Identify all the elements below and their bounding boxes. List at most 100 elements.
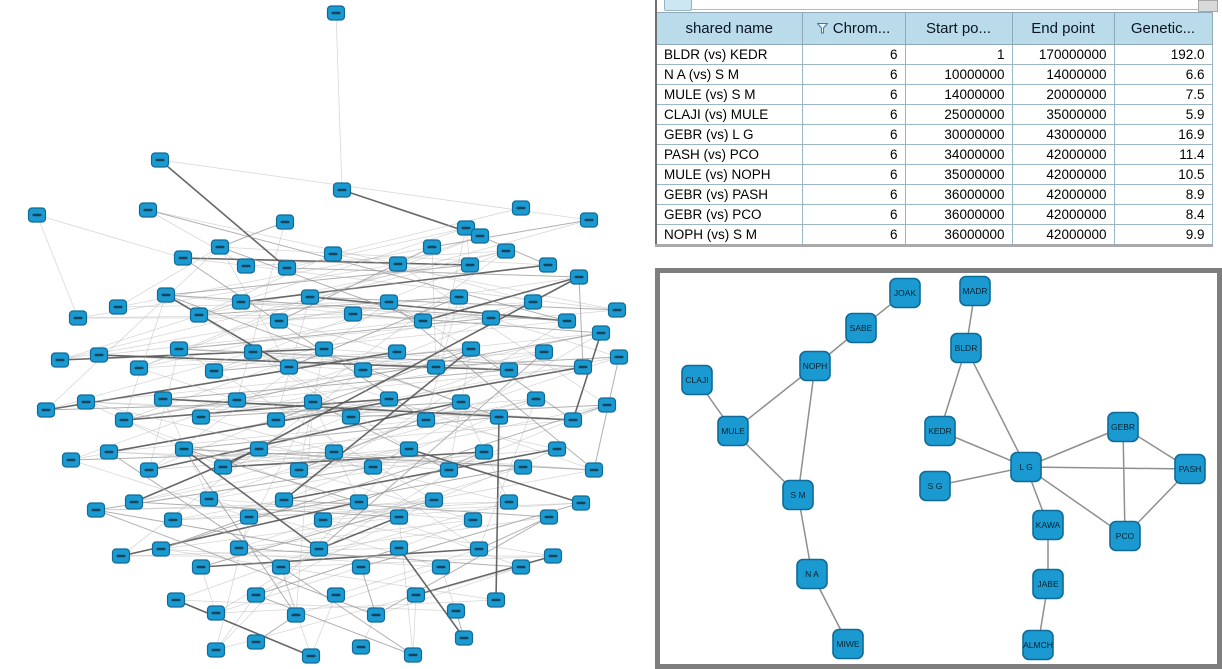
network-node[interactable] bbox=[249, 441, 269, 457]
table-row[interactable]: GEBR (vs) L G 6 30000000 43000000 16.9 bbox=[655, 124, 1213, 145]
network-node[interactable] bbox=[496, 243, 516, 259]
network-node[interactable] bbox=[286, 607, 306, 623]
network-node[interactable] bbox=[173, 250, 193, 266]
network-node[interactable] bbox=[301, 648, 321, 664]
network-node[interactable] bbox=[229, 540, 249, 556]
network-node[interactable] bbox=[486, 592, 506, 608]
network-node[interactable] bbox=[27, 207, 47, 223]
network-node[interactable] bbox=[239, 509, 259, 525]
table-row[interactable]: CLAJI (vs) MULE 6 25000000 35000000 5.9 bbox=[655, 104, 1213, 125]
network-node-pash[interactable]: PASH bbox=[1174, 453, 1206, 485]
network-node[interactable] bbox=[460, 257, 480, 273]
network-node[interactable] bbox=[449, 289, 469, 305]
network-node[interactable] bbox=[538, 257, 558, 273]
network-node[interactable] bbox=[213, 459, 233, 475]
network-node[interactable] bbox=[569, 269, 589, 285]
network-node[interactable] bbox=[539, 509, 559, 525]
network-node[interactable] bbox=[481, 310, 501, 326]
network-node-n-a[interactable]: N A bbox=[796, 558, 828, 590]
network-node[interactable] bbox=[456, 220, 476, 236]
network-node[interactable] bbox=[108, 299, 128, 315]
network-node[interactable] bbox=[313, 512, 333, 528]
network-node[interactable] bbox=[89, 347, 109, 363]
network-node[interactable] bbox=[266, 412, 286, 428]
network-node[interactable] bbox=[426, 359, 446, 375]
network-node[interactable] bbox=[597, 397, 617, 413]
network-node[interactable] bbox=[557, 313, 577, 329]
network-node-miwe[interactable]: MIWE bbox=[832, 628, 864, 660]
network-node[interactable] bbox=[416, 412, 436, 428]
network-node[interactable] bbox=[351, 639, 371, 655]
network-node[interactable] bbox=[607, 302, 627, 318]
network-node[interactable] bbox=[76, 394, 96, 410]
network-node[interactable] bbox=[227, 392, 247, 408]
network-node[interactable] bbox=[243, 344, 263, 360]
network-node[interactable] bbox=[579, 212, 599, 228]
network-node[interactable] bbox=[206, 642, 226, 658]
network-node[interactable] bbox=[326, 5, 346, 21]
network-node[interactable] bbox=[399, 441, 419, 457]
network-node-joak[interactable]: JOAK bbox=[889, 277, 921, 309]
network-node[interactable] bbox=[246, 634, 266, 650]
network-node[interactable] bbox=[573, 359, 593, 375]
network-node[interactable] bbox=[489, 409, 509, 425]
column-header-3[interactable]: End point bbox=[1011, 12, 1115, 45]
network-node-l-g[interactable]: L G bbox=[1010, 451, 1042, 483]
network-node-claji[interactable]: CLAJI bbox=[681, 364, 713, 396]
network-node[interactable] bbox=[236, 258, 256, 274]
network-node[interactable] bbox=[363, 459, 383, 475]
network-node[interactable] bbox=[591, 325, 611, 341]
table-row[interactable]: BLDR (vs) KEDR 6 1 170000000 192.0 bbox=[655, 44, 1213, 65]
network-node[interactable] bbox=[379, 294, 399, 310]
network-node-bldr[interactable]: BLDR bbox=[950, 332, 982, 364]
network-node[interactable] bbox=[543, 548, 563, 564]
network-node[interactable] bbox=[303, 394, 323, 410]
network-node[interactable] bbox=[246, 587, 266, 603]
network-node[interactable] bbox=[139, 462, 159, 478]
network-node[interactable] bbox=[153, 391, 173, 407]
network-node[interactable] bbox=[584, 462, 604, 478]
network-node[interactable] bbox=[166, 592, 186, 608]
network-node[interactable] bbox=[156, 287, 176, 303]
network-node[interactable] bbox=[446, 603, 466, 619]
network-node[interactable] bbox=[451, 394, 471, 410]
network-node[interactable] bbox=[269, 313, 289, 329]
network-node[interactable] bbox=[387, 344, 407, 360]
network-node-mule[interactable]: MULE bbox=[717, 415, 749, 447]
network-node[interactable] bbox=[210, 239, 230, 255]
network-node[interactable] bbox=[343, 306, 363, 322]
network-node[interactable] bbox=[50, 352, 70, 368]
column-header-2[interactable]: Start po... bbox=[904, 12, 1013, 45]
network-node[interactable] bbox=[469, 541, 489, 557]
network-node[interactable] bbox=[526, 391, 546, 407]
table-row[interactable]: GEBR (vs) PASH 6 36000000 42000000 8.9 bbox=[655, 184, 1213, 205]
large-network-view[interactable] bbox=[0, 0, 652, 669]
network-node[interactable] bbox=[314, 341, 334, 357]
network-node[interactable] bbox=[461, 341, 481, 357]
network-node[interactable] bbox=[341, 409, 361, 425]
network-node[interactable] bbox=[511, 559, 531, 575]
network-node[interactable] bbox=[351, 559, 371, 575]
column-header-0[interactable]: shared name bbox=[655, 12, 803, 45]
network-node[interactable] bbox=[431, 559, 451, 575]
network-node-noph[interactable]: NOPH bbox=[799, 350, 831, 382]
network-node[interactable] bbox=[206, 605, 226, 621]
network-node[interactable] bbox=[279, 359, 299, 375]
network-node[interactable] bbox=[309, 541, 329, 557]
network-node-sabe[interactable]: SABE bbox=[845, 312, 877, 344]
network-node[interactable] bbox=[199, 491, 219, 507]
network-node[interactable] bbox=[511, 200, 531, 216]
network-node[interactable] bbox=[204, 363, 224, 379]
table-row[interactable]: GEBR (vs) PCO 6 36000000 42000000 8.4 bbox=[655, 204, 1213, 225]
network-node[interactable] bbox=[191, 409, 211, 425]
network-node[interactable] bbox=[274, 492, 294, 508]
network-node[interactable] bbox=[353, 362, 373, 378]
network-node[interactable] bbox=[231, 294, 251, 310]
network-node[interactable] bbox=[439, 462, 459, 478]
network-node[interactable] bbox=[163, 512, 183, 528]
network-node[interactable] bbox=[99, 444, 119, 460]
network-node[interactable] bbox=[151, 541, 171, 557]
network-node[interactable] bbox=[571, 495, 591, 511]
network-node-madr[interactable]: MADR bbox=[959, 275, 991, 307]
network-node[interactable] bbox=[422, 239, 442, 255]
